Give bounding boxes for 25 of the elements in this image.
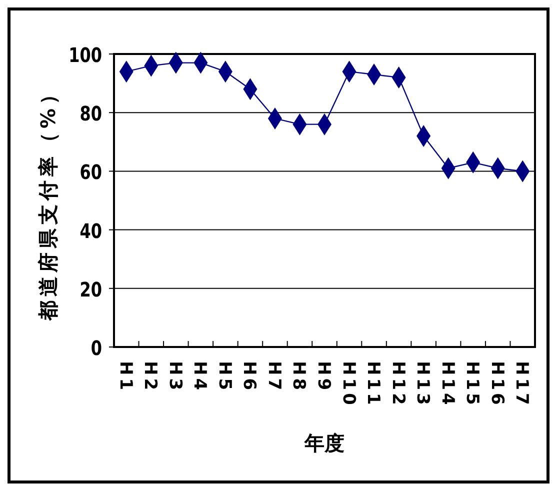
y-tick-label: 100 — [68, 44, 102, 68]
x-axis-title: 年度 — [304, 431, 344, 455]
x-tick-label: H17 — [512, 361, 532, 408]
x-tick-label: H2 — [140, 361, 160, 394]
x-tick-label: H9 — [314, 361, 334, 394]
x-tick-label: H4 — [190, 361, 210, 394]
y-tick-label: 80 — [80, 102, 102, 126]
x-tick-label: H3 — [164, 361, 185, 394]
x-tick-label: H15 — [462, 361, 482, 408]
x-tick-label: H1 — [115, 361, 136, 394]
x-tick-label: H14 — [437, 361, 458, 408]
x-tick-label: H8 — [288, 361, 309, 394]
x-tick-label: H13 — [412, 361, 433, 408]
y-tick-label: 0 — [90, 337, 102, 361]
x-tick-label: H16 — [486, 361, 507, 408]
y-tick-label: 40 — [80, 220, 102, 244]
y-tick-label: 60 — [80, 162, 102, 185]
x-tick-label: H7 — [264, 361, 284, 394]
y-axis-title: 都道府県支付率（%） — [36, 80, 60, 322]
x-tick-label: H12 — [388, 361, 408, 408]
x-tick-label: H5 — [214, 361, 234, 394]
x-tick-label: H6 — [239, 361, 260, 394]
x-tick-label: H10 — [338, 361, 358, 408]
y-tick-label: 20 — [80, 278, 102, 302]
x-tick-label: H11 — [363, 361, 384, 408]
